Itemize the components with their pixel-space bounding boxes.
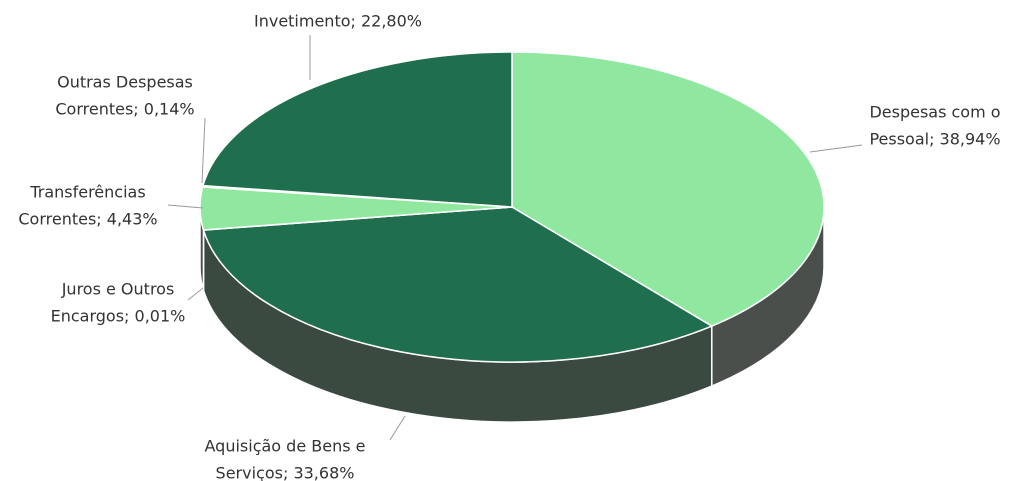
- data-label: Correntes; 4,43%: [18, 210, 157, 229]
- data-label: Despesas com o: [869, 103, 1000, 122]
- data-label: Invetimento; 22,80%: [254, 12, 422, 31]
- leader-line: [187, 287, 204, 301]
- data-label: Pessoal; 38,94%: [869, 130, 1000, 149]
- data-label: Serviços; 33,68%: [216, 464, 355, 481]
- data-label: Aquisição de Bens e: [205, 437, 366, 456]
- data-label: Juros e Outros: [61, 280, 175, 299]
- slice: [202, 51, 513, 208]
- data-label: Outras Despesas: [57, 73, 193, 92]
- leader-line: [167, 204, 204, 209]
- data-label: Encargos; 0,01%: [51, 307, 186, 326]
- leader-line: [809, 144, 863, 153]
- data-label: Correntes; 0,14%: [55, 100, 194, 119]
- slice: [202, 206, 714, 363]
- leader-line: [389, 415, 406, 441]
- data-label: Transferências: [29, 183, 145, 202]
- leader-line: [201, 117, 206, 184]
- slice: [511, 51, 825, 327]
